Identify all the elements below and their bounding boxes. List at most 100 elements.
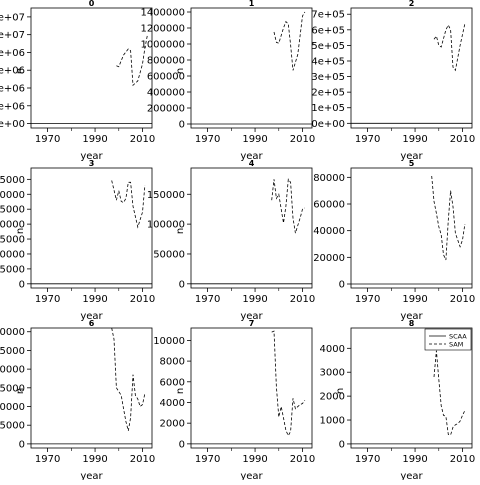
y-tick-label: 200000	[147, 104, 185, 115]
x-tick-label: 2010	[290, 294, 315, 305]
y-tick-label: 5000	[0, 421, 25, 432]
x-tick-label: 2010	[130, 134, 155, 145]
y-tick-label: 1000000	[140, 40, 185, 51]
x-tick-label: 1990	[242, 134, 267, 145]
y-tick-label: 1000	[320, 416, 345, 427]
y-tick-label: 1e+05	[311, 103, 345, 114]
plot-frame	[30, 327, 153, 449]
y-tick-label: 100000	[0, 220, 25, 231]
x-axis-label: year	[240, 471, 263, 480]
panel-title: 6	[89, 319, 95, 328]
x-tick-label: 2010	[450, 454, 475, 465]
y-tick-label: 0e+00	[0, 119, 25, 130]
panel-title: 4	[249, 159, 255, 168]
panel-7: 7 0 2000 4000 6000 8000 10000 1970 1990 2010 year n	[153, 319, 315, 482]
y-tick-label: 75000	[0, 235, 25, 246]
panel-title: 2	[409, 0, 415, 8]
x-axis-label: year	[80, 311, 103, 322]
x-tick-label: 1970	[35, 134, 60, 145]
panel-5: 5 0 20000 40000 60000 80000 1970 1990 2010 year	[313, 159, 475, 322]
plot-frame	[190, 327, 313, 449]
x-axis-label: year	[400, 151, 423, 162]
y-tick-label: 15000	[0, 383, 25, 394]
y-tick-label: 50000	[0, 249, 25, 260]
y-tick-label: 0	[179, 279, 185, 290]
y-tick-label: 7e+05	[311, 10, 345, 21]
y-tick-label: 4000	[160, 398, 185, 409]
y-tick-label: 0	[339, 280, 345, 291]
panel-6: 6 0 5000 10000 15000 20000 25000 30000 1970 1990 2…	[0, 319, 155, 482]
panel-0: 0 0e+00 2e+06 4e+06 6e+06 8e+06 1e+07 1.2e+07 19…	[0, 0, 155, 162]
series-line-sam	[433, 350, 466, 436]
x-axis-label: year	[240, 151, 263, 162]
panel-title: 1	[249, 0, 255, 8]
x-tick-label: 1990	[402, 294, 427, 305]
y-tick-label: 4000	[320, 344, 345, 355]
series-line-sam	[111, 180, 146, 229]
y-tick-label: 6e+05	[311, 25, 345, 36]
panel-title: 7	[249, 319, 255, 328]
x-axis-label: year	[240, 311, 263, 322]
y-tick-label: 3e+05	[311, 72, 345, 83]
plot-frame	[190, 7, 313, 129]
x-tick-label: 1990	[402, 134, 427, 145]
series-line-sam	[433, 23, 466, 72]
y-tick-label: 20000	[313, 253, 345, 264]
panel-3: 3 0 25000 50000 75000 100000 125000 150000 17500…	[0, 159, 155, 322]
x-tick-label: 1990	[82, 134, 107, 145]
y-axis-label: n	[175, 68, 186, 74]
series-line-sam	[273, 11, 306, 71]
y-tick-label: 150000	[147, 190, 185, 201]
y-tick-label: 125000	[0, 205, 25, 216]
y-tick-label: 1200000	[140, 24, 185, 35]
y-tick-label: 1400000	[140, 8, 185, 19]
y-tick-label: 0	[179, 120, 185, 131]
y-tick-label: 175000	[0, 175, 25, 186]
panel-title: 0	[89, 0, 95, 8]
y-axis-label: n	[335, 388, 346, 394]
panel-8: 8 0 1000 2000 3000 4000 1970 1990 2010 year n	[320, 319, 476, 482]
y-tick-label: 4e+06	[0, 84, 25, 95]
x-tick-label: 1970	[35, 294, 60, 305]
series-line-sam	[111, 327, 146, 431]
x-tick-label: 1970	[355, 454, 380, 465]
plot-frame	[30, 7, 153, 129]
y-tick-label: 1e+07	[0, 30, 25, 41]
y-tick-label: 3000	[320, 368, 345, 379]
plot-frame	[350, 7, 473, 129]
y-tick-label: 2000	[320, 392, 345, 403]
panel-2: 2 0e+00 1e+05 2e+05 3e+05 4e+05 5e+05 6e+05 7e+0…	[311, 0, 475, 162]
y-tick-label: 6e+06	[0, 66, 25, 77]
y-tick-label: 8000	[160, 357, 185, 368]
y-tick-label: 0	[19, 439, 25, 450]
panel-1: 1 0 200000 400000 600000 800000 1000000 1200000…	[140, 0, 315, 162]
x-tick-label: 1970	[195, 134, 220, 145]
x-tick-label: 2010	[290, 134, 315, 145]
y-tick-label: 40000	[313, 226, 345, 237]
y-tick-label: 60000	[313, 200, 345, 211]
x-tick-label: 1970	[195, 454, 220, 465]
x-tick-label: 1970	[35, 454, 60, 465]
y-tick-label: 400000	[147, 88, 185, 99]
y-axis-label: n	[15, 388, 26, 394]
y-tick-label: 0	[339, 439, 345, 450]
y-tick-label: 2e+06	[0, 101, 25, 112]
y-axis-label: n	[175, 388, 186, 394]
y-tick-label: 25000	[0, 264, 25, 275]
y-tick-label: 10000	[0, 402, 25, 413]
plot-frame	[350, 167, 473, 289]
y-tick-label: 0	[19, 279, 25, 290]
x-tick-label: 1970	[355, 134, 380, 145]
y-tick-label: 25000	[0, 346, 25, 357]
panel-title: 5	[409, 159, 415, 168]
x-tick-label: 2010	[450, 294, 475, 305]
x-axis-label: year	[400, 311, 423, 322]
y-tick-label: 1.2e+07	[0, 12, 25, 23]
y-tick-label: 50000	[153, 249, 185, 260]
series-line-sam	[271, 330, 306, 437]
legend-label-scaa: SCAA	[449, 333, 467, 341]
x-tick-label: 1970	[355, 294, 380, 305]
y-tick-label: 80000	[313, 173, 345, 184]
series-line-sam	[116, 35, 148, 87]
